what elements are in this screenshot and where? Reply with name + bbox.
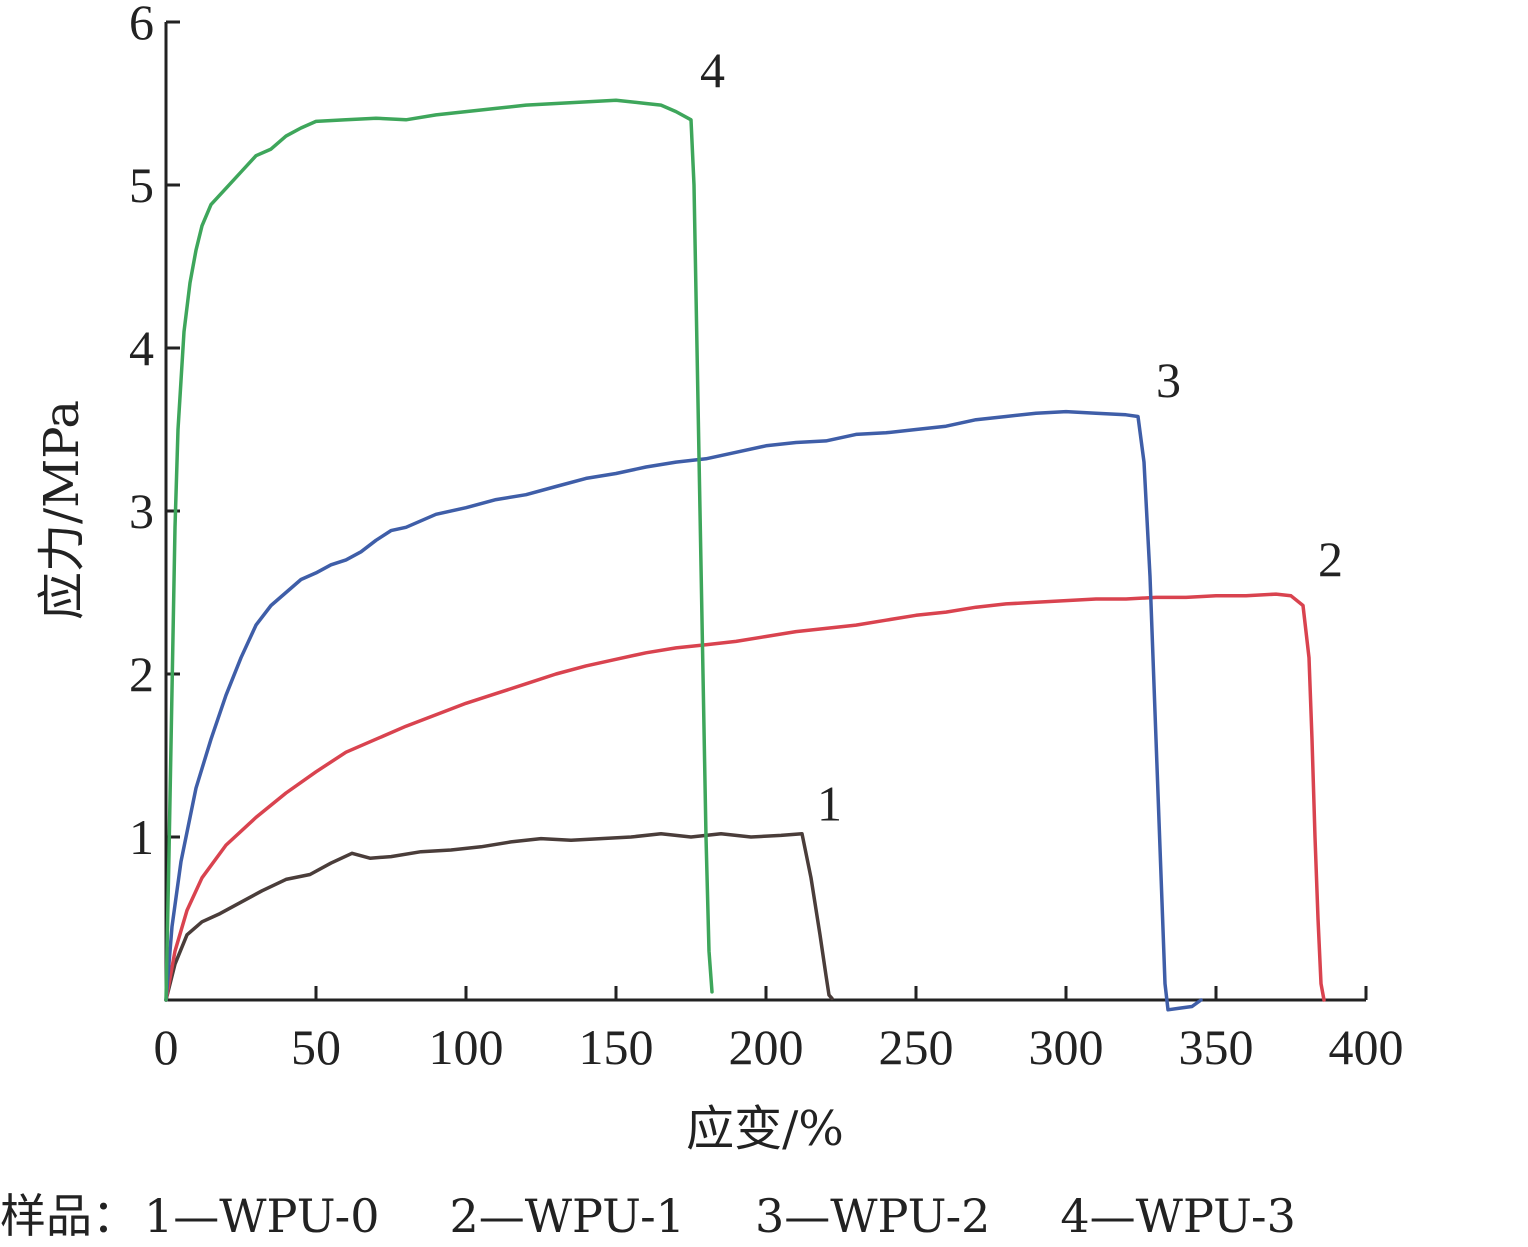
caption-item-3: 3—WPU-2: [754, 1189, 991, 1243]
y-tick-label: 6: [129, 0, 154, 50]
x-tick-label: 300: [1029, 1019, 1104, 1075]
x-tick-label: 350: [1179, 1019, 1254, 1075]
x-tick-label: 400: [1329, 1019, 1404, 1075]
y-tick-label: 1: [129, 809, 154, 865]
y-tick-label: 3: [129, 483, 154, 539]
curve-label-3: 3: [1156, 352, 1181, 408]
caption-prefix: 样品：: [0, 1189, 138, 1243]
caption-item-4: 4—WPU-3: [1060, 1189, 1296, 1243]
y-tick-label: 4: [129, 320, 154, 376]
x-tick-label: 100: [429, 1019, 504, 1075]
axes: 0 50 100 150 200 250 300 350 400 1 2 3 4 5 6: [129, 0, 1404, 1075]
x-tick-label: 0: [154, 1019, 179, 1075]
sample-caption: 样品： 1—WPU-0 2—WPU-1 3—WPU-2 4—WPU-3: [0, 1180, 1528, 1247]
x-tick-label: 50: [291, 1019, 341, 1075]
curves: [164, 98, 1326, 1012]
y-tick-label: 2: [129, 646, 154, 702]
curve-label-1: 1: [817, 776, 842, 832]
x-tick-label: 250: [879, 1019, 954, 1075]
series-line-2: [164, 592, 1326, 1002]
x-axis-title: 应变/%: [686, 1101, 844, 1157]
series-line-1: [164, 831, 834, 1002]
series-line-4: [164, 98, 714, 1002]
y-tick-label: 5: [129, 157, 154, 213]
series-line-3: [164, 409, 1203, 1012]
x-tick-label: 200: [729, 1019, 804, 1075]
caption-item-2: 2—WPU-1: [449, 1189, 685, 1243]
caption-item-1: 1—WPU-0: [144, 1189, 380, 1243]
curve-labels: 1 2 3 4: [700, 42, 1343, 832]
curve-label-4: 4: [700, 42, 725, 98]
y-axis-title: 应力/MPa: [34, 400, 90, 620]
x-tick-label: 150: [579, 1019, 654, 1075]
curve-label-2: 2: [1318, 531, 1343, 587]
